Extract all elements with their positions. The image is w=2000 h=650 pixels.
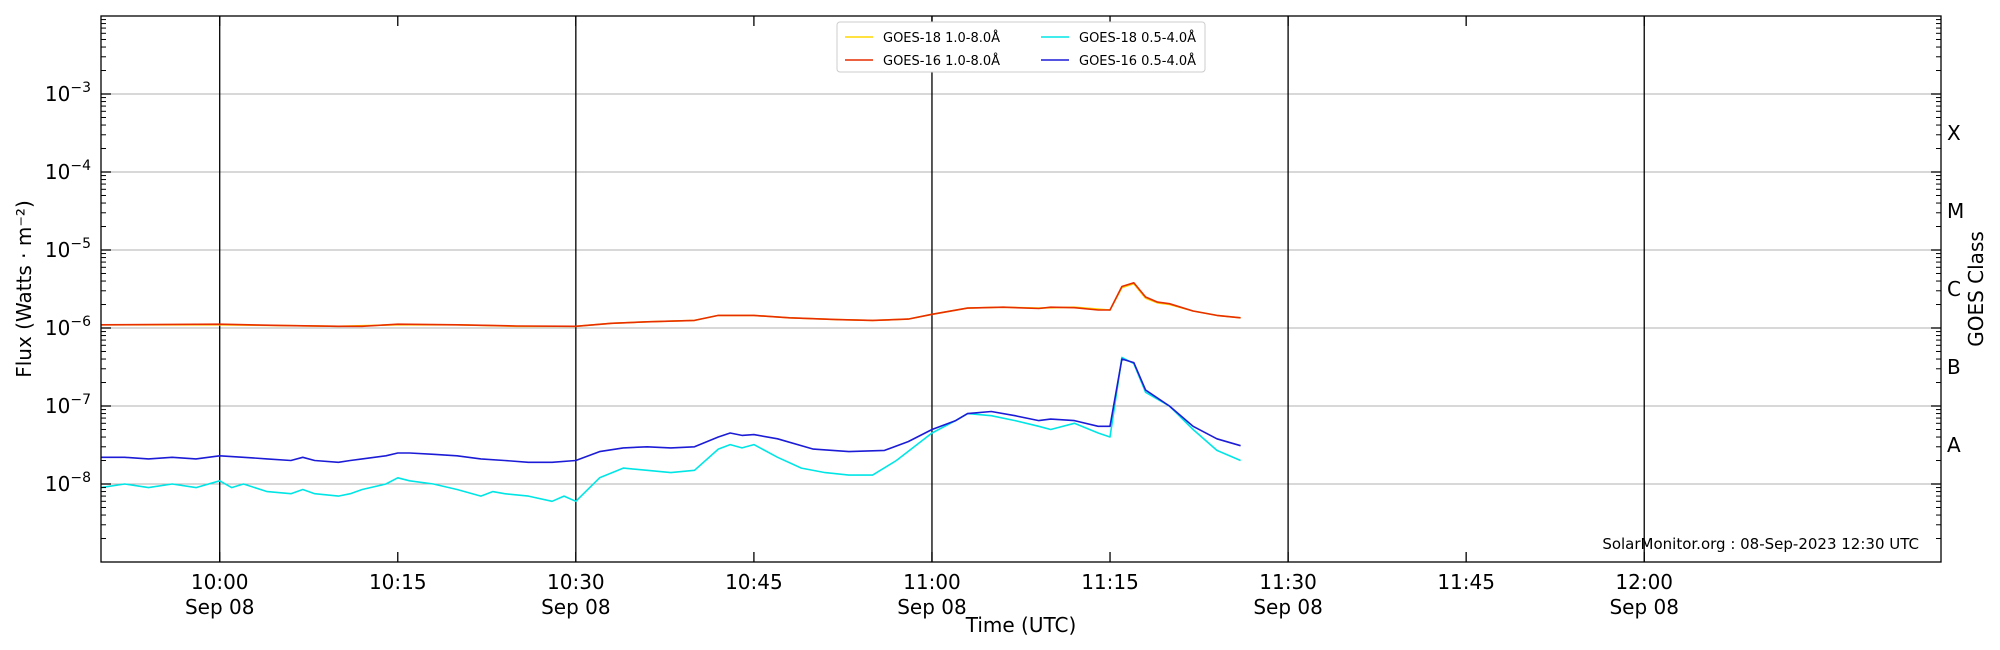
y-axis-ticks: 10−810−710−610−510−410−3 — [45, 19, 1941, 540]
y-axis-title: Flux (Watts · m⁻²) — [12, 200, 36, 378]
y-tick-label: 10−8 — [45, 470, 91, 496]
goes-class-labels: A B C M X — [1947, 121, 1964, 457]
x-tick-date-label: Sep 08 — [541, 595, 611, 619]
x-tick-label: 12:00 — [1615, 570, 1673, 594]
y-tick-exponent: −4 — [70, 158, 91, 174]
grid — [101, 93, 1941, 485]
legend: GOES-18 1.0-8.0Å GOES-16 1.0-8.0Å GOES-18 … — [836, 21, 1206, 73]
y-tick-exponent: −7 — [70, 392, 91, 408]
x-tick-date-label: Sep 08 — [1609, 595, 1679, 619]
series-line-3 — [101, 358, 1241, 464]
x-tick-label: 11:00 — [903, 570, 961, 594]
y-tick-exponent: −6 — [70, 314, 91, 330]
x-tick-date-label: Sep 08 — [1253, 595, 1323, 619]
goes-class-label-x: X — [1947, 121, 1961, 145]
y-tick-label: 10−5 — [45, 236, 91, 262]
goes-class-axis-title: GOES Class — [1964, 231, 1988, 347]
legend-entry-label: GOES-18 0.5-4.0Å — [1079, 30, 1196, 46]
x-tick-label: 11:15 — [1081, 570, 1139, 594]
x-tick-label: 11:45 — [1437, 570, 1495, 594]
plot-frame — [100, 15, 1942, 563]
legend-entry-label: GOES-16 0.5-4.0Å — [1079, 53, 1196, 69]
y-tick-base: 10 — [45, 394, 70, 418]
y-tick-base: 10 — [45, 160, 70, 184]
legend-frame — [836, 21, 1206, 73]
x-tick-label: 11:30 — [1259, 570, 1317, 594]
y-tick-label: 10−7 — [45, 392, 91, 418]
y-tick-base: 10 — [45, 472, 70, 496]
y-tick-exponent: −3 — [70, 80, 91, 96]
y-tick-base: 10 — [45, 82, 70, 106]
y-tick-exponent: −8 — [70, 470, 91, 486]
goes-class-label-a: A — [1947, 433, 1961, 457]
x-tick-label: 10:00 — [191, 570, 249, 594]
goes-class-label-b: B — [1947, 355, 1961, 379]
y-tick-exponent: −5 — [70, 236, 91, 252]
goes-class-label-m: M — [1947, 199, 1964, 223]
series-line-2 — [100, 356, 1241, 503]
y-tick-base: 10 — [45, 238, 70, 262]
source-credit: SolarMonitor.org : 08-Sep-2023 12:30 UTC — [1602, 535, 1919, 553]
series-line-1 — [100, 281, 1241, 328]
day-marker-lines — [219, 16, 1645, 562]
legend-entry-label: GOES-16 1.0-8.0Å — [883, 53, 1000, 69]
x-tick-label: 10:30 — [547, 570, 605, 594]
goes-class-label-c: C — [1947, 277, 1961, 301]
y-tick-label: 10−4 — [45, 158, 91, 184]
y-tick-label: 10−6 — [45, 314, 91, 340]
x-tick-date-label: Sep 08 — [897, 595, 967, 619]
y-tick-label: 10−3 — [45, 80, 91, 106]
x-tick-date-label: Sep 08 — [185, 595, 255, 619]
series-line-0 — [101, 282, 1241, 328]
y-tick-base: 10 — [45, 316, 70, 340]
x-tick-label: 10:15 — [369, 570, 427, 594]
x-axis-title: Time (UTC) — [965, 613, 1077, 637]
x-tick-label: 10:45 — [725, 570, 783, 594]
legend-entry-label: GOES-18 1.0-8.0Å — [883, 30, 1000, 46]
series-lines — [100, 281, 1241, 503]
